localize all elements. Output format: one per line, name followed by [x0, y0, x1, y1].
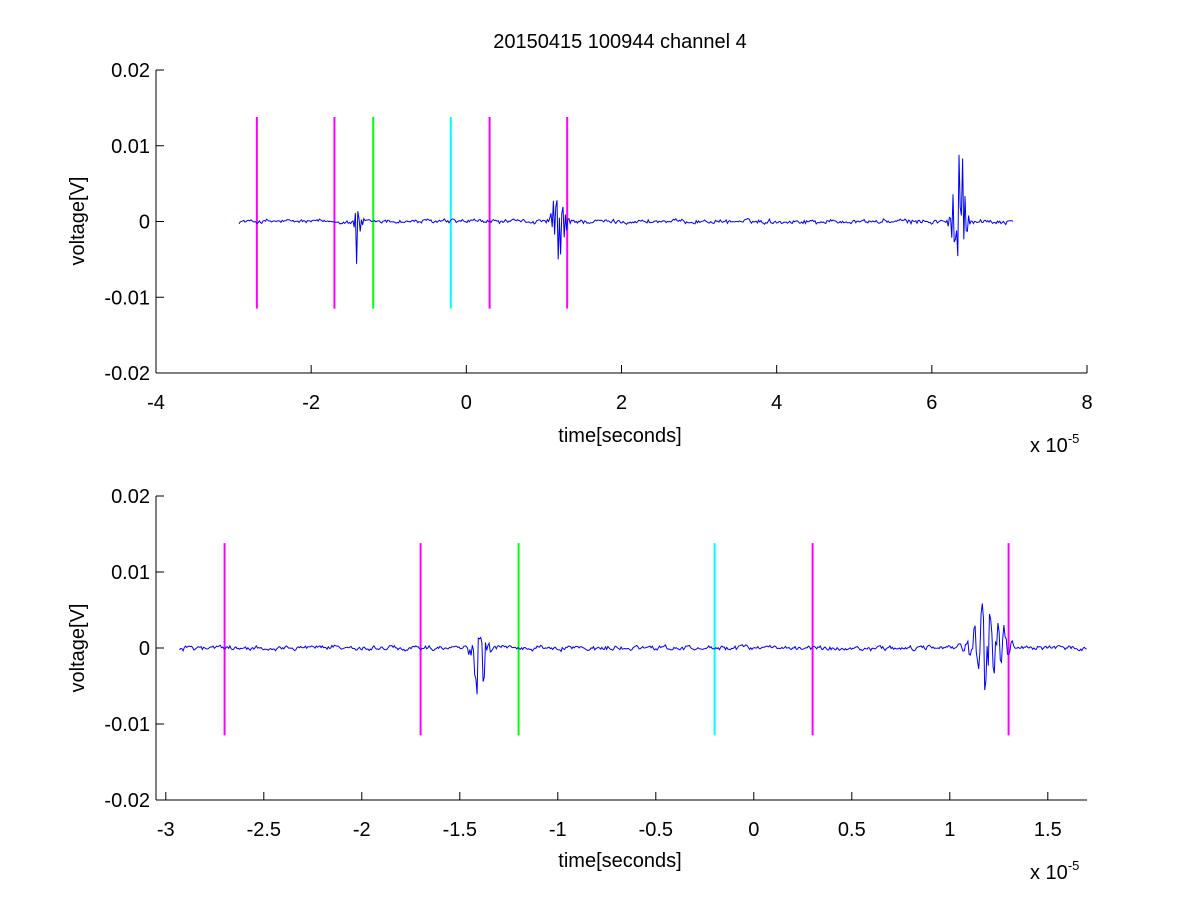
x-tick-label: 6 [926, 392, 937, 414]
x-tick-label: -2 [353, 819, 371, 841]
x-tick-label: -1 [549, 819, 567, 841]
plot-zoomed: -0.02 -0.01 0 0.01 0.02 -3 -2.5 -2 -1.5 -1 -0.5 0 0.… [67, 486, 1087, 884]
marker-lines [255, 116, 569, 309]
y-tick-label: 0.02 [111, 60, 150, 82]
y-tick-label: -0.01 [104, 287, 150, 309]
y-tick-label: 0 [139, 212, 150, 234]
x-tick-label: -2 [302, 392, 320, 414]
signal-trace [179, 603, 1087, 695]
x-exponent-label: x 10-5 [1030, 431, 1079, 457]
figure-title: 20150415 100944 channel 4 [493, 31, 747, 53]
x-exponent-label: x 10-5 [1030, 858, 1079, 884]
x-exponent-power: -5 [1068, 858, 1080, 873]
marker-lines [223, 543, 1010, 736]
axes: -0.02 -0.01 0 0.01 0.02 -4 -2 0 2 4 6 8 [104, 60, 1092, 414]
y-tick-label: -0.01 [104, 714, 150, 736]
x-tick-label: 0 [748, 819, 759, 841]
x-tick-label: 4 [771, 392, 782, 414]
y-tick-label: -0.02 [104, 363, 150, 385]
x-exponent-base: x 10 [1030, 435, 1068, 457]
x-axis-label: time[seconds] [558, 850, 681, 872]
y-tick-label: -0.02 [104, 790, 150, 812]
x-tick-label: -4 [147, 392, 165, 414]
plot-full-range: -0.02 -0.01 0 0.01 0.02 -4 -2 0 2 4 6 8 time[second… [67, 60, 1093, 457]
x-exponent-power: -5 [1068, 431, 1080, 446]
x-tick-label: 2 [616, 392, 627, 414]
x-tick-label: -2.5 [247, 819, 281, 841]
y-tick-label: 0.01 [111, 562, 150, 584]
y-tick-label: 0.02 [111, 486, 150, 508]
x-tick-label: 8 [1081, 392, 1092, 414]
x-tick-label: 1 [944, 819, 955, 841]
x-exponent-base: x 10 [1030, 862, 1068, 884]
x-tick-label: -1.5 [443, 819, 477, 841]
x-tick-label: -3 [157, 819, 175, 841]
signal-trace-group [179, 603, 1087, 695]
x-tick-label: -0.5 [639, 819, 673, 841]
axes: -0.02 -0.01 0 0.01 0.02 -3 -2.5 -2 -1.5 -1 -0.5 0 0.… [104, 486, 1087, 841]
y-tick-label: 0.01 [111, 136, 150, 158]
x-tick-label: 1.5 [1034, 819, 1062, 841]
x-axis-label: time[seconds] [558, 425, 681, 447]
signal-trace [238, 154, 1014, 264]
y-axis-label: voltage[V] [67, 177, 89, 266]
y-tick-label: 0 [139, 638, 150, 660]
signal-trace-group [238, 154, 1014, 264]
x-tick-label: 0 [461, 392, 472, 414]
y-axis-label: voltage[V] [67, 604, 89, 693]
x-tick-label: 0.5 [838, 819, 866, 841]
